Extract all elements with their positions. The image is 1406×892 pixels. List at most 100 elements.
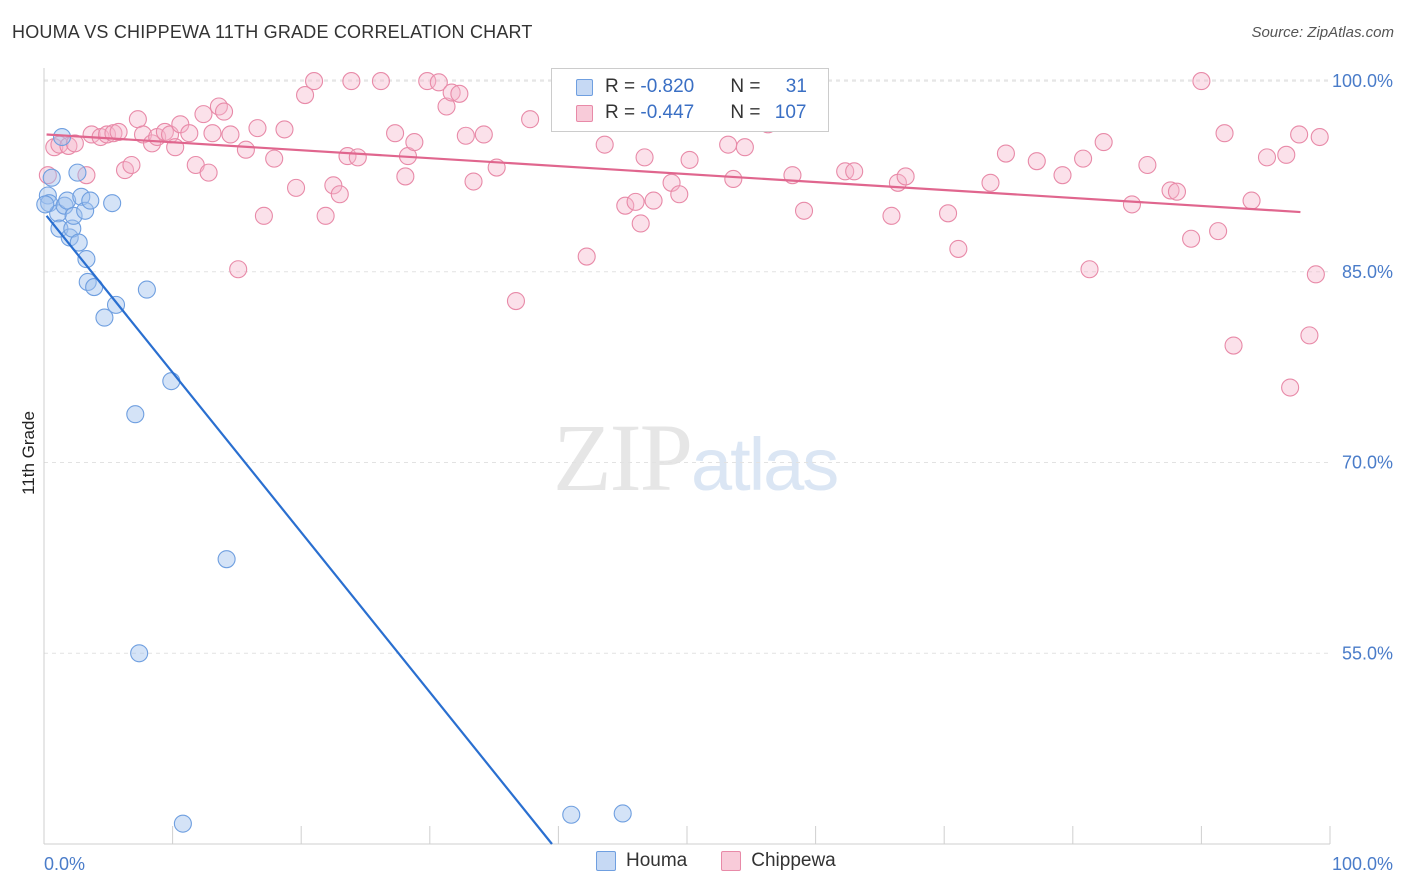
- chippewa-point: [386, 124, 405, 143]
- chippewa-point: [248, 119, 267, 138]
- source-label: Source: ZipAtlas.com: [1251, 24, 1394, 41]
- chippewa-point: [1290, 125, 1309, 144]
- chippewa-point: [418, 72, 437, 91]
- houma-point: [58, 191, 77, 210]
- chippewa-point: [724, 169, 743, 189]
- chippewa-point: [1277, 145, 1296, 164]
- y-axis-label: 11th Grade: [19, 411, 38, 495]
- chippewa-point: [1306, 265, 1325, 284]
- chippewa-point: [670, 185, 689, 204]
- chippewa-point: [1182, 229, 1201, 248]
- chippewa-point: [616, 196, 635, 215]
- watermark-zip: ZIP: [553, 404, 693, 511]
- houma-point: [77, 250, 96, 269]
- trend-lines: [45, 133, 1301, 845]
- legend-r-label: R =: [605, 76, 641, 97]
- chippewa-point: [680, 150, 699, 169]
- chippewa-point: [644, 191, 663, 210]
- houma-point: [137, 280, 156, 299]
- legend-n-value: 107: [774, 102, 807, 123]
- chippewa-point: [1224, 336, 1243, 355]
- houma-point: [69, 233, 88, 252]
- chippewa-point: [1257, 148, 1277, 167]
- y-tick-label: 70.0%: [1342, 453, 1393, 473]
- chippewa-point: [348, 148, 367, 167]
- chippewa-point: [1074, 149, 1093, 168]
- chippewa-point: [316, 206, 335, 225]
- chippewa-point: [109, 122, 128, 141]
- chippewa-point: [275, 120, 294, 139]
- chippewa-point: [221, 125, 240, 144]
- chippewa-point: [254, 206, 273, 225]
- legend-item-chippewa[interactable]: Chippewa: [721, 850, 836, 872]
- legend-n-label: N =: [730, 102, 766, 123]
- chippewa-trend-line: [46, 133, 1301, 214]
- axes: [43, 68, 1331, 845]
- chippewa-point: [203, 124, 222, 143]
- chippewa-point: [981, 173, 1000, 192]
- chippewa-point: [845, 162, 864, 181]
- chippewa-point: [996, 144, 1015, 163]
- chippewa-point: [896, 167, 915, 186]
- legend-n-label: N =: [730, 76, 766, 97]
- chippewa-point: [265, 149, 284, 168]
- chippewa-point: [939, 204, 958, 223]
- legend-swatch-houma: [576, 78, 593, 96]
- chippewa-point: [209, 97, 228, 116]
- y-tick-label: 100.0%: [1332, 71, 1393, 91]
- x-tick-label: 0.0%: [44, 854, 85, 874]
- y-tick-label: 55.0%: [1342, 643, 1393, 663]
- legend-swatch-houma: [596, 851, 616, 871]
- chippewa-point: [1167, 182, 1187, 201]
- axis-labels: 55.0% 70.0% 85.0% 100.0% 0.0% 100.0% 11th Grad…: [19, 71, 1393, 874]
- chippewa-point: [296, 86, 315, 105]
- legend-n-value: 31: [785, 76, 807, 97]
- chippewa-point: [442, 83, 461, 102]
- legend-item-houma[interactable]: Houma: [596, 850, 687, 872]
- y-tick-label: 85.0%: [1342, 262, 1393, 282]
- houma-point: [42, 168, 61, 187]
- chippewa-point: [128, 110, 147, 129]
- houma-point: [173, 814, 192, 833]
- chippewa-point: [371, 72, 390, 91]
- chippewa-point: [794, 201, 814, 220]
- chippewa-point: [577, 247, 596, 266]
- chippewa-point: [474, 125, 493, 144]
- chippewa-point: [626, 192, 645, 211]
- chippewa-point: [735, 138, 754, 157]
- stats-legend: R = -0.820 N = 31 R = -0.447 N = 107: [551, 68, 829, 132]
- chippewa-point: [305, 72, 324, 91]
- chippewa-point: [506, 292, 526, 311]
- watermark: ZIPatlas: [553, 402, 839, 513]
- chippewa-point: [342, 72, 361, 91]
- chippewa-point: [635, 148, 654, 167]
- chippewa-point: [631, 214, 650, 233]
- houma-point: [76, 201, 95, 220]
- legend-label-chippewa: Chippewa: [751, 850, 836, 871]
- chippewa-point: [199, 163, 218, 182]
- chippewa-point: [595, 135, 614, 154]
- legend-r-value: -0.447: [640, 102, 695, 123]
- chippewa-point: [1080, 260, 1099, 279]
- houma-point: [95, 308, 114, 327]
- chippewa-point: [229, 260, 248, 279]
- chart-title: HOUMA VS CHIPPEWA 11TH GRADE CORRELATION…: [12, 22, 533, 42]
- chippewa-point: [450, 84, 469, 103]
- houma-point: [130, 644, 149, 663]
- chippewa-point: [396, 167, 415, 186]
- houma-point: [217, 550, 236, 569]
- series-legend: Houma Chippewa: [596, 850, 870, 872]
- houma-point: [36, 195, 55, 214]
- houma-point: [81, 191, 100, 210]
- chippewa-point: [1053, 166, 1072, 185]
- chippewa-point: [1215, 124, 1234, 143]
- chippewa-point: [1192, 72, 1211, 91]
- chippewa-point: [1310, 127, 1329, 147]
- chippewa-point: [1094, 133, 1113, 152]
- houma-point: [64, 206, 83, 225]
- chippewa-point: [122, 155, 141, 175]
- houma-trend-line: [45, 215, 553, 845]
- legend-row-chippewa: R = -0.447 N = 107: [576, 101, 806, 125]
- chippewa-point: [330, 185, 349, 204]
